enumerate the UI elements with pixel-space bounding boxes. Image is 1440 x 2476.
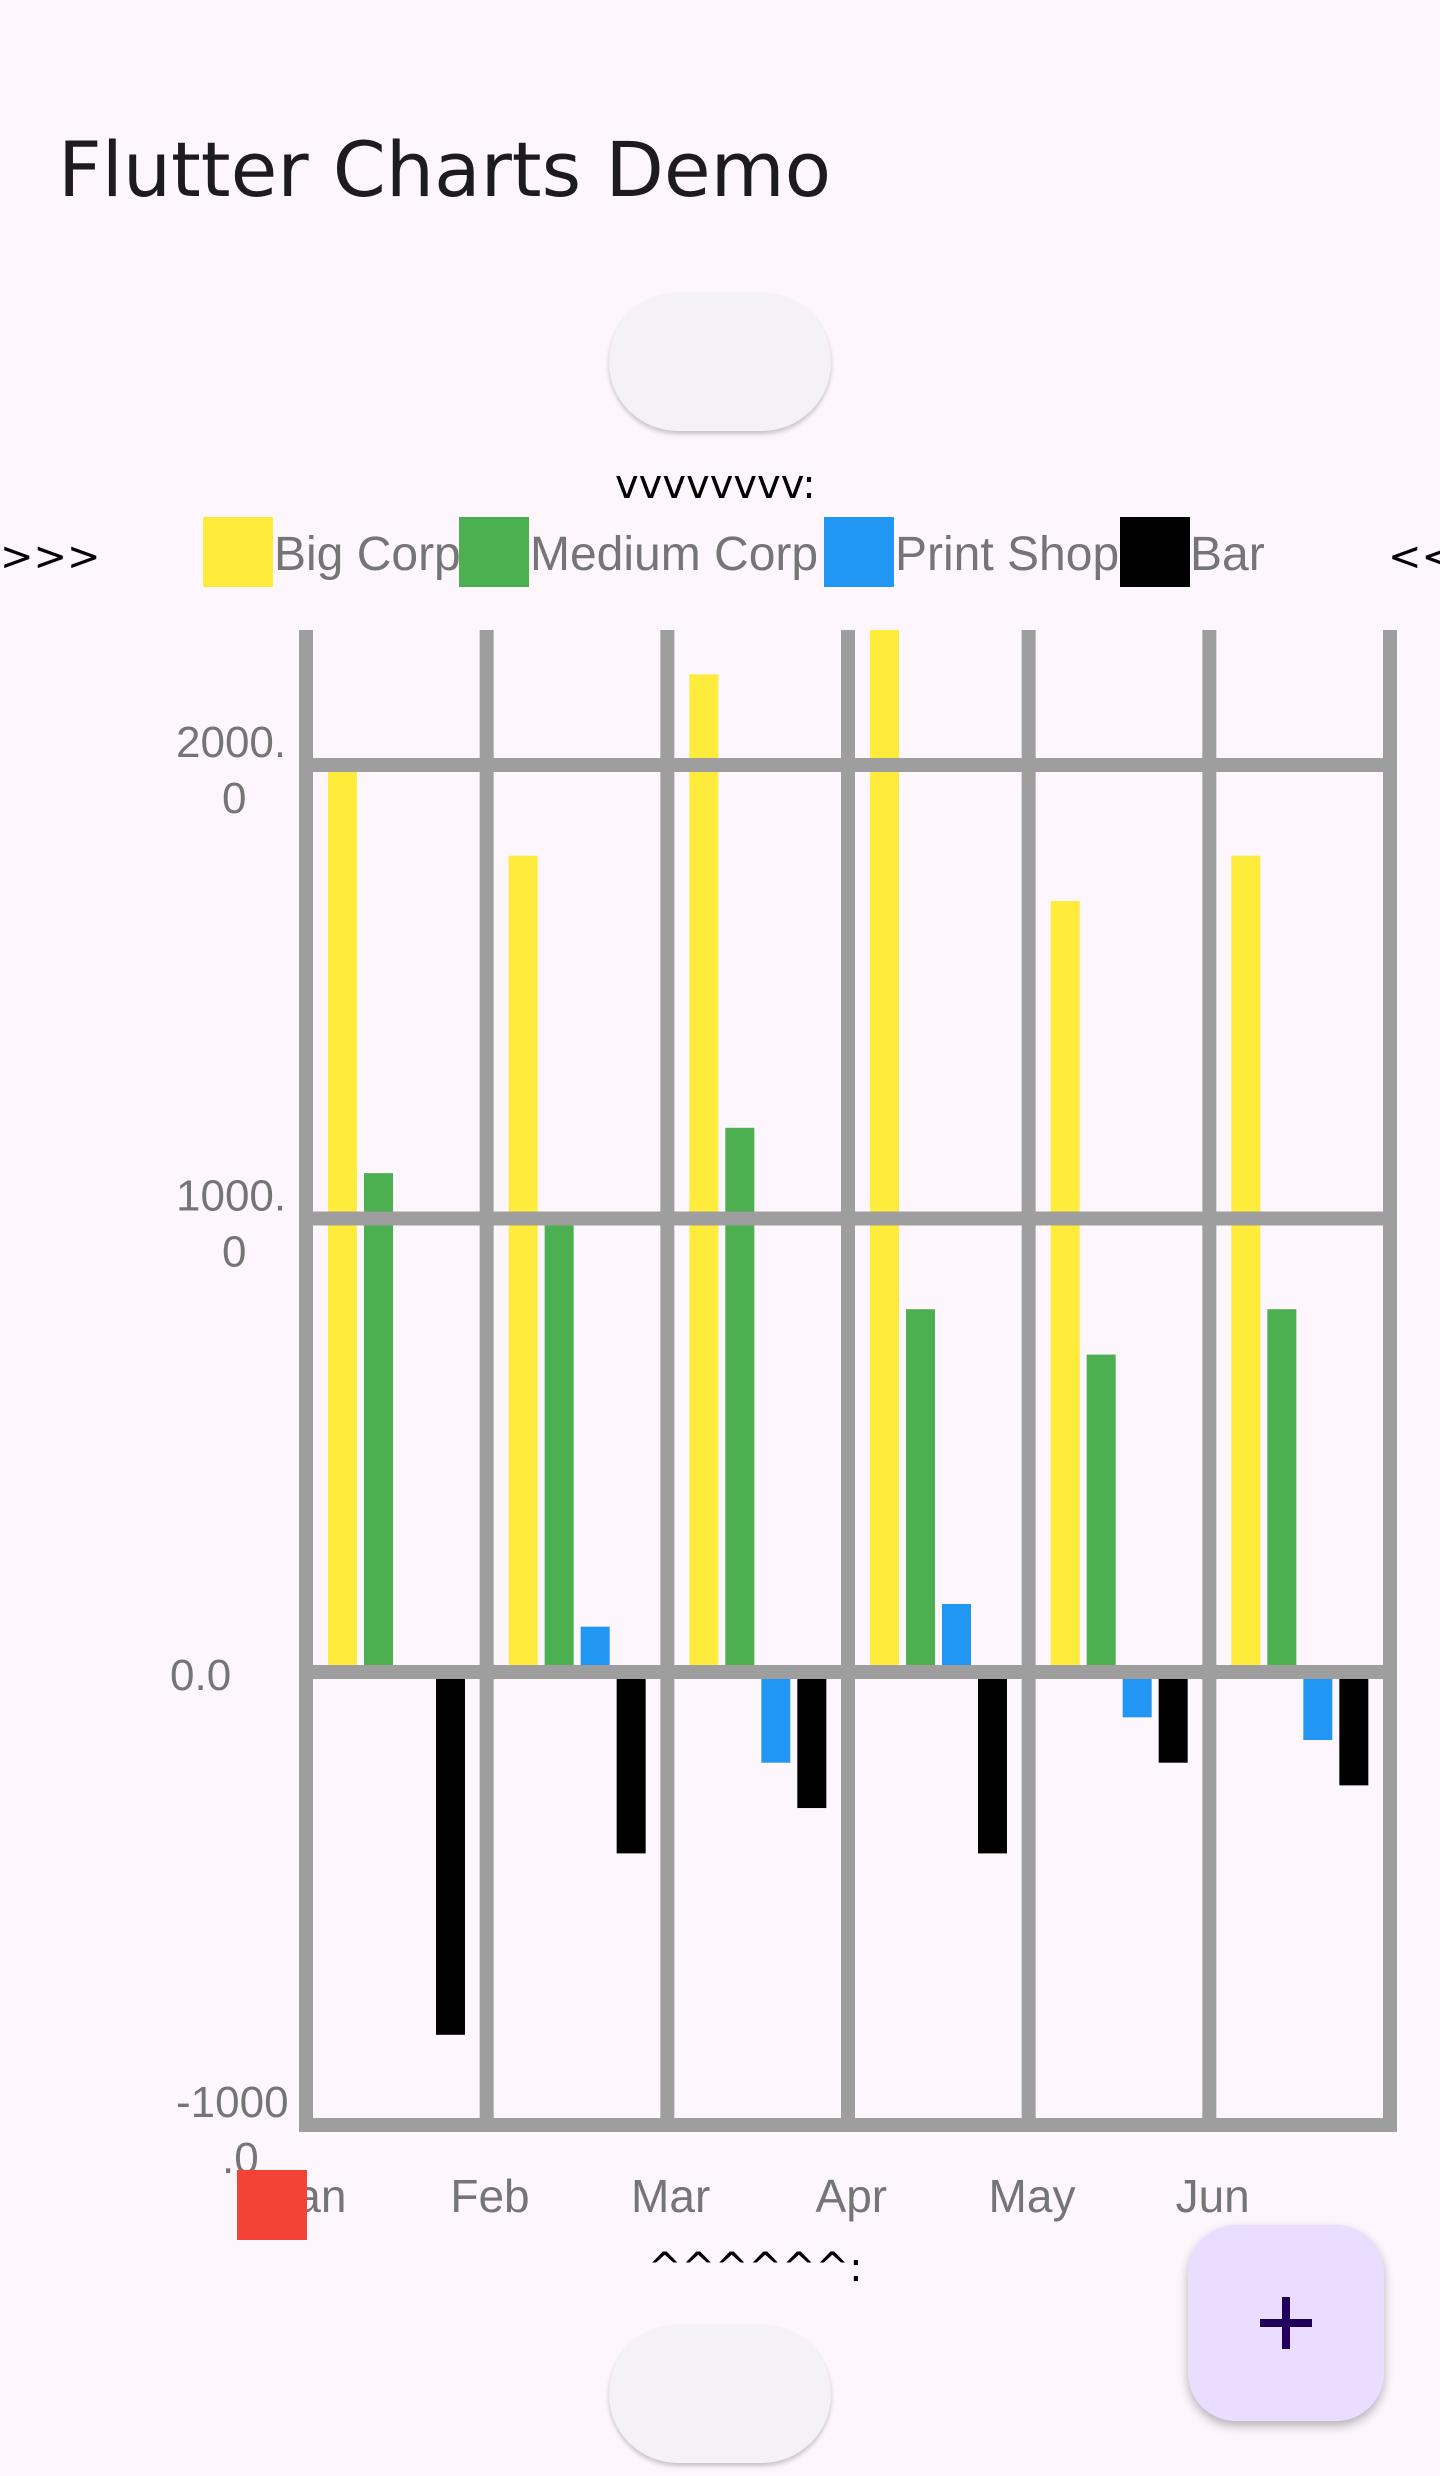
legend-swatch: [203, 517, 273, 587]
legend-label: Print Shop: [895, 528, 1119, 581]
bar: [1158, 1672, 1188, 1763]
bar: [1303, 1672, 1333, 1741]
legend-swatch: [824, 517, 894, 587]
bar: [906, 1309, 935, 1672]
add-fab-button[interactable]: [1188, 2225, 1384, 2421]
bottom-marker-text: ^^^^^^:: [648, 2245, 863, 2291]
x-tick-label: Feb: [450, 2170, 529, 2222]
bar: [544, 1218, 574, 1672]
bar: [508, 855, 538, 1672]
y-tick-label: 2000. 0: [176, 718, 286, 823]
bar: [1231, 855, 1261, 1672]
x-tick-label: May: [989, 2170, 1076, 2222]
bar: [1267, 1309, 1297, 1672]
bar: [1050, 901, 1080, 1672]
legend-label: Medium Corp: [530, 528, 818, 581]
top-marker-text: vvvvvvvv:: [615, 462, 816, 508]
right-marker-text: <<: [1388, 534, 1440, 580]
bar: [870, 630, 899, 1672]
y-tick-label: 0.0: [170, 1651, 231, 1700]
top-pill-button[interactable]: [609, 293, 831, 431]
x-axis-indicator-swatch: [237, 2170, 307, 2240]
legend-label: Bar: [1190, 528, 1265, 581]
bar: [761, 1672, 791, 1763]
bar: [689, 674, 719, 1672]
legend-swatch: [459, 517, 529, 587]
legend-label: Big Corp: [274, 528, 461, 581]
bar: [1122, 1672, 1152, 1718]
y-tick-label: -1000.0: [176, 2078, 289, 2183]
y-tick-label: 1000. 0: [176, 1172, 286, 1277]
bar: [942, 1603, 971, 1672]
bar: [364, 1173, 393, 1672]
bar: [725, 1127, 755, 1672]
x-tick-label: Mar: [631, 2170, 710, 2222]
bar: [1339, 1672, 1369, 1786]
bar: [616, 1672, 646, 1854]
x-tick-label: Apr: [816, 2170, 888, 2222]
bar: [797, 1672, 827, 1809]
bar: [978, 1672, 1007, 1854]
app-title: Flutter Charts Demo: [58, 125, 832, 214]
bottom-pill-button[interactable]: [609, 2325, 831, 2463]
bar: [1086, 1354, 1116, 1672]
x-tick-label: Jun: [1176, 2170, 1250, 2222]
left-marker-text: >>>: [0, 534, 101, 580]
legend-swatch: [1120, 517, 1190, 587]
bar: [580, 1626, 610, 1672]
plus-icon: [1260, 2297, 1312, 2349]
bar: [436, 1672, 465, 2035]
